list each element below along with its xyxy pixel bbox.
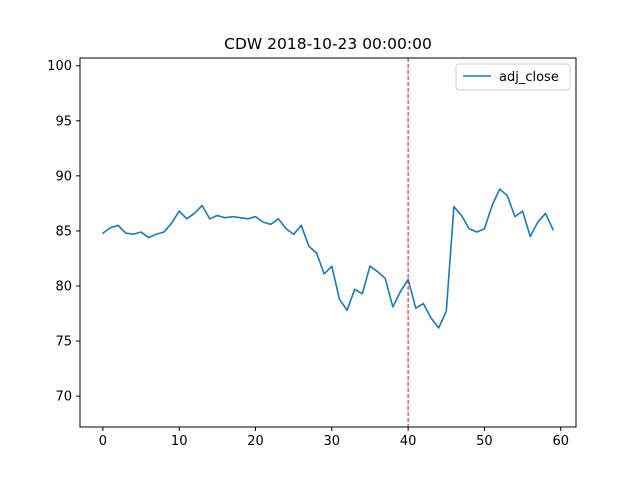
legend-label-adj-close: adj_close — [499, 70, 559, 85]
plot-area — [102, 58, 554, 427]
y-tick-label: 95 — [55, 114, 72, 129]
y-axis: 70 75 80 85 90 95 100 — [47, 59, 80, 405]
x-tick-label: 10 — [171, 434, 188, 449]
x-tick-label: 20 — [247, 434, 264, 449]
x-tick-label: 50 — [476, 434, 493, 449]
y-tick-label: 80 — [55, 280, 72, 295]
legend-box — [455, 63, 571, 91]
chart-title: CDW 2018-10-23 00:00:00 — [224, 35, 432, 53]
x-tick-label: 30 — [324, 434, 341, 449]
y-tick-label: 70 — [55, 390, 72, 405]
y-tick-label: 75 — [55, 335, 72, 350]
series-line-adj-close — [102, 188, 554, 329]
y-tick-label: 85 — [55, 224, 72, 239]
x-tick-label: 60 — [552, 434, 569, 449]
y-tick-label: 100 — [47, 59, 72, 74]
axes-frame — [79, 57, 577, 428]
x-tick-label: 40 — [400, 434, 417, 449]
y-tick-label: 90 — [55, 169, 72, 184]
legend: adj_close — [455, 63, 571, 91]
x-tick-label: 0 — [99, 434, 107, 449]
x-axis: 0 10 20 30 40 50 60 — [99, 427, 569, 449]
